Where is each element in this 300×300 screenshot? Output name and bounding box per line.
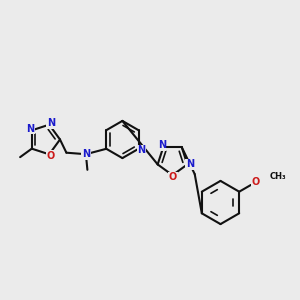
Text: N: N	[186, 159, 194, 170]
Text: N: N	[47, 118, 55, 128]
Text: N: N	[137, 145, 146, 155]
Text: O: O	[251, 177, 260, 187]
Text: O: O	[47, 151, 55, 161]
Text: CH₃: CH₃	[270, 172, 287, 181]
Text: N: N	[158, 140, 166, 150]
Text: O: O	[169, 172, 177, 182]
Text: N: N	[26, 124, 34, 134]
Text: N: N	[82, 149, 90, 159]
